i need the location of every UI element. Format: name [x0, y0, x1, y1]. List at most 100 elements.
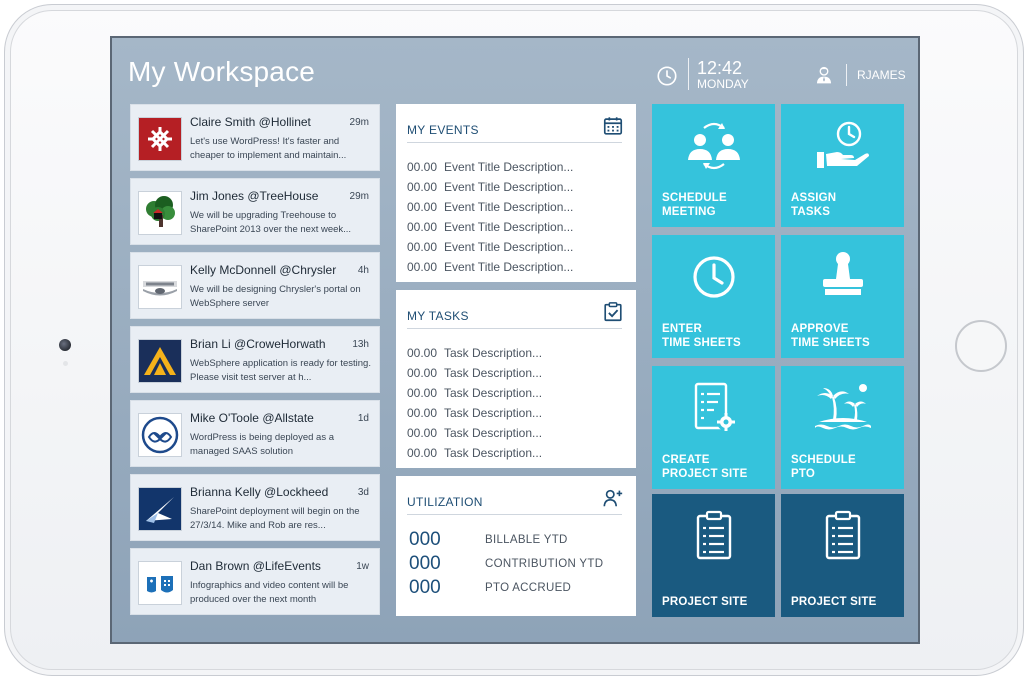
event-description: Event Title Description...	[444, 240, 574, 254]
feed-timestamp: 1d	[357, 413, 369, 424]
event-item[interactable]: 00.00 Event Title Description...	[407, 237, 573, 257]
project-site-tile[interactable]: PROJECT SITE	[781, 494, 904, 617]
clipboard-icon	[825, 510, 861, 560]
utilization-value: 000	[409, 553, 441, 574]
utilization-label: CONTRIBUTION YTD	[485, 558, 604, 570]
activity-feed: Claire Smith @Hollinet 29m Let's use Wor…	[130, 104, 380, 622]
schedule-pto-tile[interactable]: SCHEDULE PTO	[781, 366, 904, 489]
event-time: 00.00	[407, 260, 438, 274]
event-time: 00.00	[407, 240, 438, 254]
feed-timestamp: 4h	[357, 265, 369, 276]
feed-author: Jim Jones @TreeHouse	[190, 189, 319, 203]
feed-message: Infographics and video content will be p…	[190, 580, 349, 605]
feed-timestamp: 1w	[356, 561, 369, 572]
feed-item[interactable]: Kelly McDonnell @Chrysler 4h We will be …	[130, 252, 380, 319]
event-item[interactable]: 00.00 Event Title Description...	[407, 177, 573, 197]
task-checklist-icon[interactable]	[602, 301, 624, 323]
tasks-title: MY TASKS	[407, 309, 469, 323]
event-description: Event Title Description...	[444, 260, 574, 274]
task-description: Task Description...	[444, 426, 543, 440]
feed-item[interactable]: Brianna Kelly @Lockheed 3d SharePoint de…	[130, 474, 380, 541]
task-item[interactable]: 00.00 Task Description...	[407, 363, 542, 383]
home-button[interactable]	[955, 320, 1007, 372]
treehouse-logo-icon	[138, 191, 182, 235]
clipboard-icon	[696, 510, 732, 560]
feed-author: Dan Brown @LifeEvents	[190, 559, 321, 573]
feed-item[interactable]: Dan Brown @LifeEvents 1w Infographics an…	[130, 548, 380, 615]
utilization-label: PTO ACCRUED	[485, 582, 572, 594]
approve-time-sheets-tile[interactable]: APPROVE TIME SHEETS	[781, 235, 904, 358]
tasks-card: MY TASKS 00.00 Task Description... 00.00 T…	[396, 290, 636, 468]
feed-author: Brian Li @CroweHorwath	[190, 337, 326, 351]
feed-item[interactable]: Jim Jones @TreeHouse 29m We will be upgr…	[130, 178, 380, 245]
event-item[interactable]: 00.00 Event Title Description...	[407, 257, 573, 277]
utilization-row: 000 CONTRIBUTION YTD	[409, 552, 603, 576]
clock-block: 12:42 MONDAY	[656, 58, 749, 90]
event-item[interactable]: 00.00 Event Title Description...	[407, 217, 573, 237]
event-time: 00.00	[407, 160, 438, 174]
enter-time-sheets-tile[interactable]: ENTER TIME SHEETS	[652, 235, 775, 358]
meeting-icon	[688, 122, 740, 170]
project-site-tile[interactable]: PROJECT SITE	[652, 494, 775, 617]
schedule-meeting-tile[interactable]: SCHEDULE MEETING	[652, 104, 775, 227]
task-description: Task Description...	[444, 446, 543, 460]
utilization-value: 000	[409, 529, 441, 550]
user-menu[interactable]: RJAMES	[814, 64, 906, 86]
feed-item[interactable]: Claire Smith @Hollinet 29m Let's use Wor…	[130, 104, 380, 171]
feed-item[interactable]: Mike O'Toole @Allstate 1d WordPress is b…	[130, 400, 380, 467]
feed-timestamp: 3d	[357, 487, 369, 498]
events-list: 00.00 Event Title Description... 00.00 Eve…	[407, 157, 573, 277]
task-time: 00.00	[407, 366, 438, 380]
event-item[interactable]: 00.00 Event Title Description...	[407, 197, 573, 217]
feed-message: WebSphere application is ready for testi…	[190, 358, 371, 383]
tile-label: SCHEDULE MEETING	[662, 192, 727, 218]
task-item[interactable]: 00.00 Task Description...	[407, 383, 542, 403]
utilization-divider	[407, 514, 622, 515]
current-day: MONDAY	[697, 76, 749, 91]
workspace-screen: My Workspace 12:42 MONDAY RJAMES	[110, 36, 920, 644]
event-description: Event Title Description...	[444, 200, 574, 214]
island-icon	[815, 384, 871, 430]
crowehorwath-logo-icon	[138, 339, 182, 383]
task-time: 00.00	[407, 446, 438, 460]
feed-timestamp: 29m	[349, 191, 369, 202]
stamp-icon	[823, 252, 863, 295]
event-time: 00.00	[407, 200, 438, 214]
task-description: Task Description...	[444, 406, 543, 420]
user-divider	[846, 64, 847, 86]
feed-author: Kelly McDonnell @Chrysler	[190, 263, 337, 277]
feed-timestamp: 13h	[352, 339, 369, 350]
feed-author: Brianna Kelly @Lockheed	[190, 485, 329, 499]
assign-tasks-icon	[817, 121, 869, 168]
tile-label: SCHEDULE PTO	[791, 454, 856, 480]
feed-item[interactable]: Brian Li @CroweHorwath 13h WebSphere app…	[130, 326, 380, 393]
task-item[interactable]: 00.00 Task Description...	[407, 443, 542, 463]
event-description: Event Title Description...	[444, 160, 574, 174]
task-item[interactable]: 00.00 Task Description...	[407, 423, 542, 443]
task-time: 00.00	[407, 346, 438, 360]
hollinet-logo-icon	[138, 117, 182, 161]
user-avatar-icon	[816, 66, 832, 84]
add-user-icon[interactable]	[602, 487, 624, 509]
create-project-site-tile[interactable]: CREATE PROJECT SITE	[652, 366, 775, 489]
checklist-gear-icon	[694, 382, 735, 431]
event-time: 00.00	[407, 220, 438, 234]
task-item[interactable]: 00.00 Task Description...	[407, 343, 542, 363]
events-title: MY EVENTS	[407, 123, 479, 137]
allstate-logo-icon	[138, 413, 182, 457]
task-time: 00.00	[407, 426, 438, 440]
event-item[interactable]: 00.00 Event Title Description...	[407, 157, 573, 177]
utilization-row: 000 BILLABLE YTD	[409, 528, 603, 552]
task-time: 00.00	[407, 386, 438, 400]
tile-label: PROJECT SITE	[791, 596, 877, 608]
tasks-list: 00.00 Task Description... 00.00 Task Descr…	[407, 343, 542, 463]
events-card: MY EVENTS 00.00 Event Title Description..…	[396, 104, 636, 282]
calendar-icon[interactable]	[602, 115, 624, 137]
tile-label: PROJECT SITE	[662, 596, 748, 608]
feed-message: SharePoint deployment will begin on the …	[190, 506, 360, 531]
task-item[interactable]: 00.00 Task Description...	[407, 403, 542, 423]
assign-tasks-tile[interactable]: ASSIGN TASKS	[781, 104, 904, 227]
lifeevents-logo-icon	[138, 561, 182, 605]
event-description: Event Title Description...	[444, 220, 574, 234]
clock-icon	[657, 66, 677, 86]
